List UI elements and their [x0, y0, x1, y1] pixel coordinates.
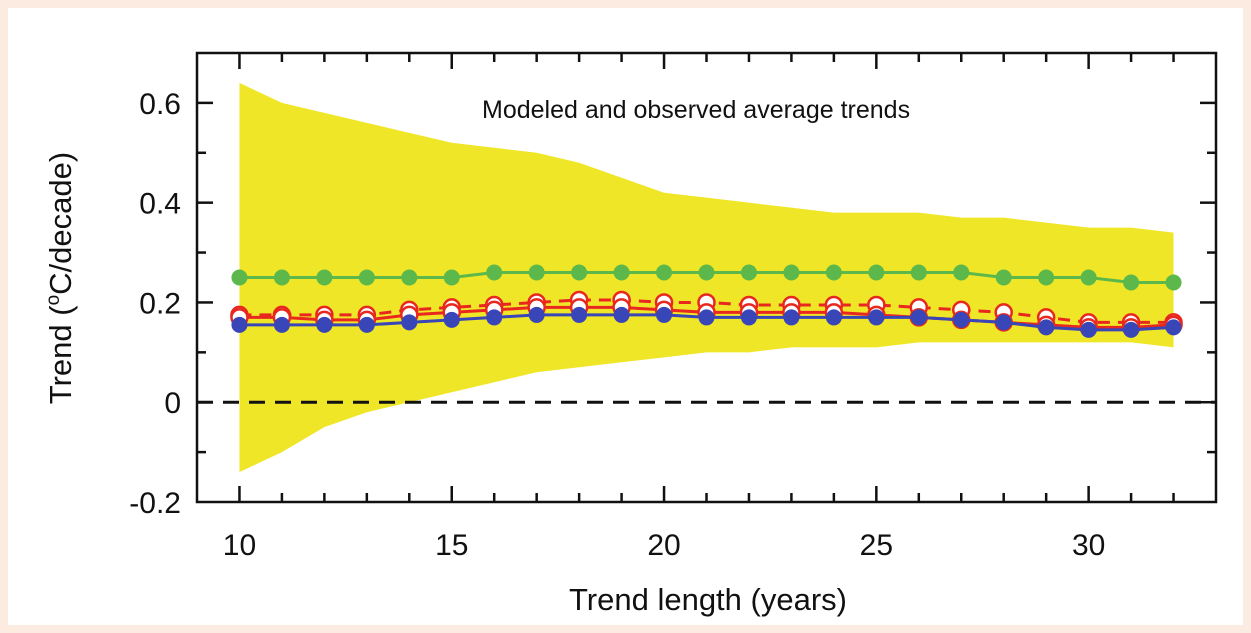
series-4-point [1038, 319, 1055, 336]
series-1-point [825, 264, 842, 281]
series-1-point [613, 264, 630, 281]
x-tick-label: 15 [435, 529, 468, 562]
series-1-point [231, 269, 248, 286]
series-4-point [486, 309, 503, 326]
series-1-point [1123, 274, 1140, 291]
series-1-point [1165, 274, 1182, 291]
series-1-point [656, 264, 673, 281]
series-4-point [443, 311, 460, 328]
y-axis-title-degree: o [43, 295, 64, 306]
y-axis-title: Trend (oC/decade) [43, 152, 78, 404]
series-1-point [401, 269, 418, 286]
y-tick-label: 0.2 [139, 287, 181, 320]
x-tick-label: 20 [647, 529, 680, 562]
series-4-point [953, 311, 970, 328]
series-4-point [1080, 321, 1097, 338]
series-1-point [528, 264, 545, 281]
series-1-point [783, 264, 800, 281]
series-1-point [273, 269, 290, 286]
series-4 [231, 306, 1182, 338]
series-1-point [910, 264, 927, 281]
y-axis-title-prefix: Trend ( [43, 305, 78, 404]
series-4-point [825, 309, 842, 326]
y-tick-label: -0.2 [129, 487, 181, 520]
y-tick-label: 0 [164, 387, 181, 420]
series-1-point [358, 269, 375, 286]
series-1 [231, 264, 1182, 291]
series-1-point [740, 264, 757, 281]
chart-title: Modeled and observed average trends [482, 96, 910, 124]
series-4-point [698, 309, 715, 326]
series-4-point [401, 314, 418, 331]
x-tick-label: 10 [223, 529, 256, 562]
series-1-point [1038, 269, 1055, 286]
series-1-point [995, 269, 1012, 286]
series-1-point [443, 269, 460, 286]
series-4-point [316, 316, 333, 333]
series-4-point [273, 316, 290, 333]
series-4-point [571, 306, 588, 323]
series-4-point [231, 316, 248, 333]
series-4-point [868, 309, 885, 326]
series-1-point [316, 269, 333, 286]
x-axis-title: Trend length (years) [569, 582, 847, 617]
series-4-point [995, 314, 1012, 331]
x-tick-label: 30 [1072, 529, 1105, 562]
y-tick-label: 0.6 [139, 88, 181, 121]
series-4-point [1123, 321, 1140, 338]
y-tick-label: 0.4 [139, 188, 181, 221]
series-4-point [358, 316, 375, 333]
series-4-point [528, 306, 545, 323]
series-1-point [571, 264, 588, 281]
series-4-point [910, 309, 927, 326]
series-1-point [953, 264, 970, 281]
series-4-point [613, 306, 630, 323]
series-layer [230, 264, 1183, 338]
axes-layer: 10 15 20 25 30 -0.2 0 0.2 0.4 0.6 [129, 51, 1218, 562]
series-1-point [486, 264, 503, 281]
trend-chart: 10 15 20 25 30 -0.2 0 0.2 0.4 0.6 Modeled and obs… [43, 51, 1218, 617]
y-axis-title-suffix: C/decade) [43, 152, 78, 295]
series-1-point [1080, 269, 1097, 286]
series-1-point [868, 264, 885, 281]
series-4-point [1165, 319, 1182, 336]
x-tick-label: 25 [860, 529, 893, 562]
series-4-point [656, 306, 673, 323]
series-4-point [740, 309, 757, 326]
series-4-point [783, 309, 800, 326]
figure-panel: 10 15 20 25 30 -0.2 0 0.2 0.4 0.6 Modeled and obs… [8, 8, 1243, 625]
series-1-point [698, 264, 715, 281]
